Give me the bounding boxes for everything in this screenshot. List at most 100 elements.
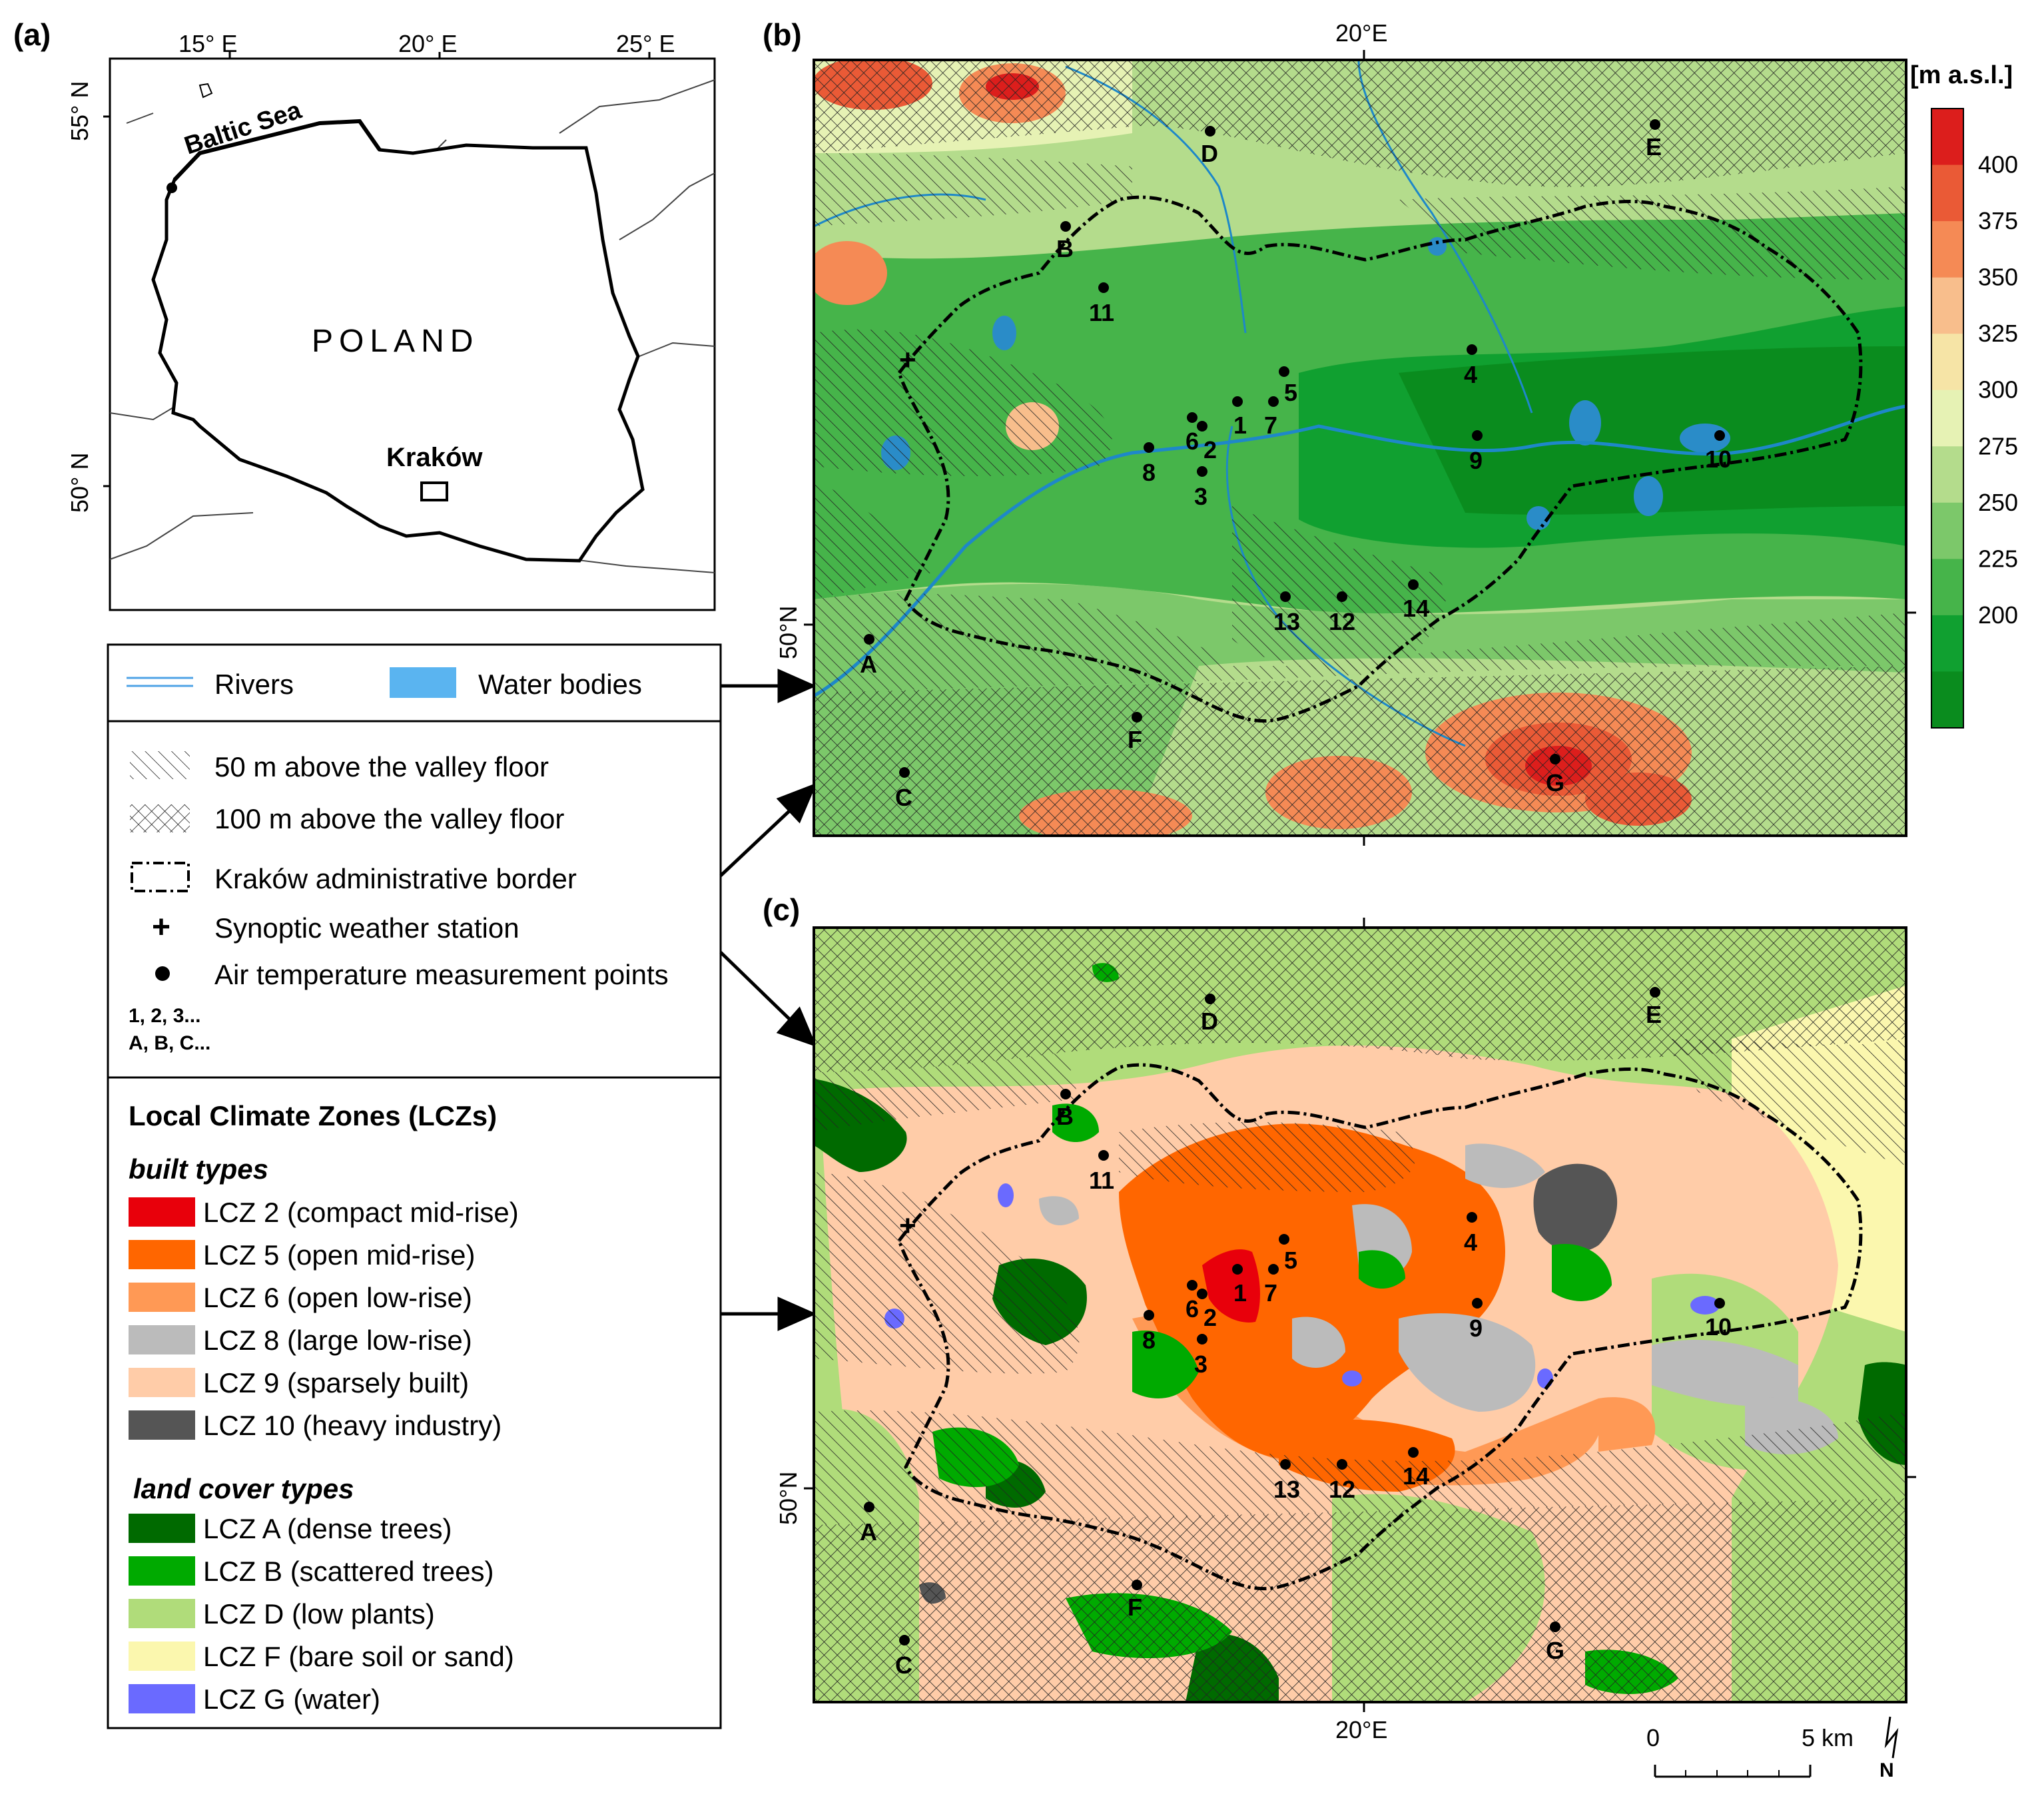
legend-built-swatch-5 [129, 1410, 195, 1440]
legend: Rivers Water bodies 50 m above the valle… [107, 643, 722, 1729]
scale-bar: 0 5 km [1646, 1724, 1854, 1778]
map-b-tick-50n: 50°N [775, 606, 802, 659]
legend-built-label-3: LCZ 8 (large low-rise) [203, 1325, 472, 1356]
map-b-point-label-12: 12 [1329, 608, 1355, 635]
legend-built-list: LCZ 2 (compact mid-rise) LCZ 5 (open mid-… [129, 1197, 519, 1441]
map-b-point-label-F: F [1128, 726, 1142, 753]
poland-outline [151, 119, 645, 563]
colorbar-step-6 [1931, 446, 1963, 503]
map-b-point-label-1: 1 [1233, 412, 1247, 439]
colorbar-label-4: 300 [1978, 376, 2018, 404]
legend-built-title: built types [129, 1153, 268, 1185]
map-b-point-dot-3 [1197, 466, 1207, 477]
legend-built-label-1: LCZ 5 (open mid-rise) [203, 1239, 475, 1271]
map-c-point-label-4: 4 [1464, 1229, 1477, 1256]
bornholm-island [198, 83, 213, 99]
map-c-point-label-14: 14 [1403, 1462, 1429, 1490]
map-b-point-dot-C [899, 767, 910, 778]
map-c-point-label-6: 6 [1186, 1295, 1199, 1323]
colorbar-label-0: 400 [1978, 151, 2018, 178]
map-b-point-label-5: 5 [1284, 379, 1297, 406]
legend-land-swatch-1 [129, 1556, 195, 1586]
map-c-point-label-10: 10 [1705, 1313, 1732, 1341]
tick-55n: 55° N [66, 81, 93, 141]
legend-water-swatch [390, 667, 456, 698]
map-b-point-label-6: 6 [1186, 428, 1199, 455]
map-c-tick-20e: 20°E [1335, 1716, 1387, 1743]
legend-land-swatch-3 [129, 1642, 195, 1671]
map-b-point-dot-F [1132, 712, 1142, 723]
map-c-point-dot-12 [1337, 1459, 1347, 1470]
map-c-point-dot-11 [1098, 1150, 1109, 1161]
panel-a-label: (a) [13, 17, 51, 52]
legend-hatch50-swatch [130, 751, 190, 779]
map-c-point-label-12: 12 [1329, 1476, 1355, 1503]
map-b-point-dot-B [1060, 221, 1071, 232]
map-b-point-label-2: 2 [1203, 436, 1217, 463]
legend-built-swatch-1 [129, 1240, 195, 1269]
map-c-point-dot-F [1132, 1580, 1142, 1590]
map-b-point-label-10: 10 [1705, 446, 1732, 473]
elevation-colorbar: 400 375 350 325 300 275 250 225 200 [1931, 108, 2018, 729]
legend-lcz-title: Local Climate Zones (LCZs) [129, 1100, 497, 1131]
legend-built-swatch-2 [129, 1283, 195, 1312]
country-label: POLAND [312, 324, 479, 359]
legend-built-label-4: LCZ 9 (sparsely built) [203, 1367, 469, 1398]
map-c-point-label-9: 9 [1469, 1315, 1483, 1342]
legend-measurement: Air temperature measurement points [214, 959, 669, 990]
legend-synoptic: Synoptic weather station [214, 912, 519, 944]
map-b-point-dot-A [864, 634, 874, 645]
legend-dot-icon [155, 966, 170, 981]
legend-land-label-3: LCZ F (bare soil or sand) [203, 1641, 514, 1672]
tick-15e: 15° E [178, 30, 237, 57]
map-b-tick-20e: 20°E [1335, 19, 1387, 47]
map-b-point-dot-14 [1408, 579, 1419, 590]
map-b-point-dot-4 [1467, 344, 1477, 355]
colorbar-title: [m a.s.l.] [1910, 61, 2013, 89]
legend-land-label-1: LCZ B (scattered trees) [203, 1556, 494, 1587]
legend-built-swatch-0 [129, 1197, 195, 1227]
map-b-point-dot-E [1650, 119, 1660, 130]
tick-20e: 20° E [398, 30, 457, 57]
legend-hatch100-swatch [130, 804, 190, 832]
map-b-point-dot-1 [1232, 396, 1243, 407]
tick-50n: 50° N [66, 453, 93, 513]
elevation-map-frame [813, 59, 1907, 837]
study-area-box [420, 481, 448, 501]
map-b-point-dot-2 [1197, 421, 1207, 432]
map-b-point-dot-9 [1472, 430, 1483, 441]
map-c-point-label-11: 11 [1089, 1167, 1114, 1194]
tick-25e: 25° E [616, 30, 675, 57]
map-c-point-dot-5 [1279, 1234, 1289, 1245]
legend-land-label-0: LCZ A (dense trees) [203, 1513, 452, 1544]
map-c-point-dot-10 [1714, 1298, 1725, 1309]
map-b-point-label-14: 14 [1403, 595, 1429, 622]
legend-land-swatch-0 [129, 1514, 195, 1543]
legend-border-swatch [131, 862, 190, 892]
legend-codes-num: 1, 2, 3... [129, 1005, 200, 1027]
map-b-point-dot-11 [1098, 282, 1109, 293]
legend-rivers: Rivers [214, 669, 294, 700]
legend-land-swatch-2 [129, 1599, 195, 1628]
legend-land-swatch-4 [129, 1684, 195, 1713]
map-b-point-label-9: 9 [1469, 447, 1483, 474]
map-b-point-label-8: 8 [1142, 459, 1156, 486]
colorbar-step-4 [1931, 334, 1963, 391]
map-c-point-dot-G [1550, 1622, 1560, 1632]
colorbar-step-0 [1931, 109, 1963, 166]
map-b-point-dot-10 [1714, 430, 1725, 441]
map-b-point-dot-7 [1268, 396, 1279, 407]
map-c-point-dot-A [864, 1502, 874, 1512]
city-label: Kraków [386, 443, 483, 472]
map-c-point-label-C: C [895, 1651, 912, 1679]
map-c-point-label-1: 1 [1233, 1279, 1247, 1307]
svg-text:+: + [899, 1209, 916, 1242]
map-b-point-dot-G [1550, 754, 1560, 764]
map-b-point-label-D: D [1201, 140, 1218, 167]
legend-codes-alpha: A, B, C... [129, 1032, 210, 1054]
map-c-point-label-G: G [1546, 1637, 1564, 1664]
map-b-point-label-G: G [1546, 769, 1564, 796]
panel-b-label: (b) [763, 17, 802, 52]
legend-border: Kraków administrative border [214, 863, 577, 894]
colorbar-step-1 [1931, 164, 1963, 222]
